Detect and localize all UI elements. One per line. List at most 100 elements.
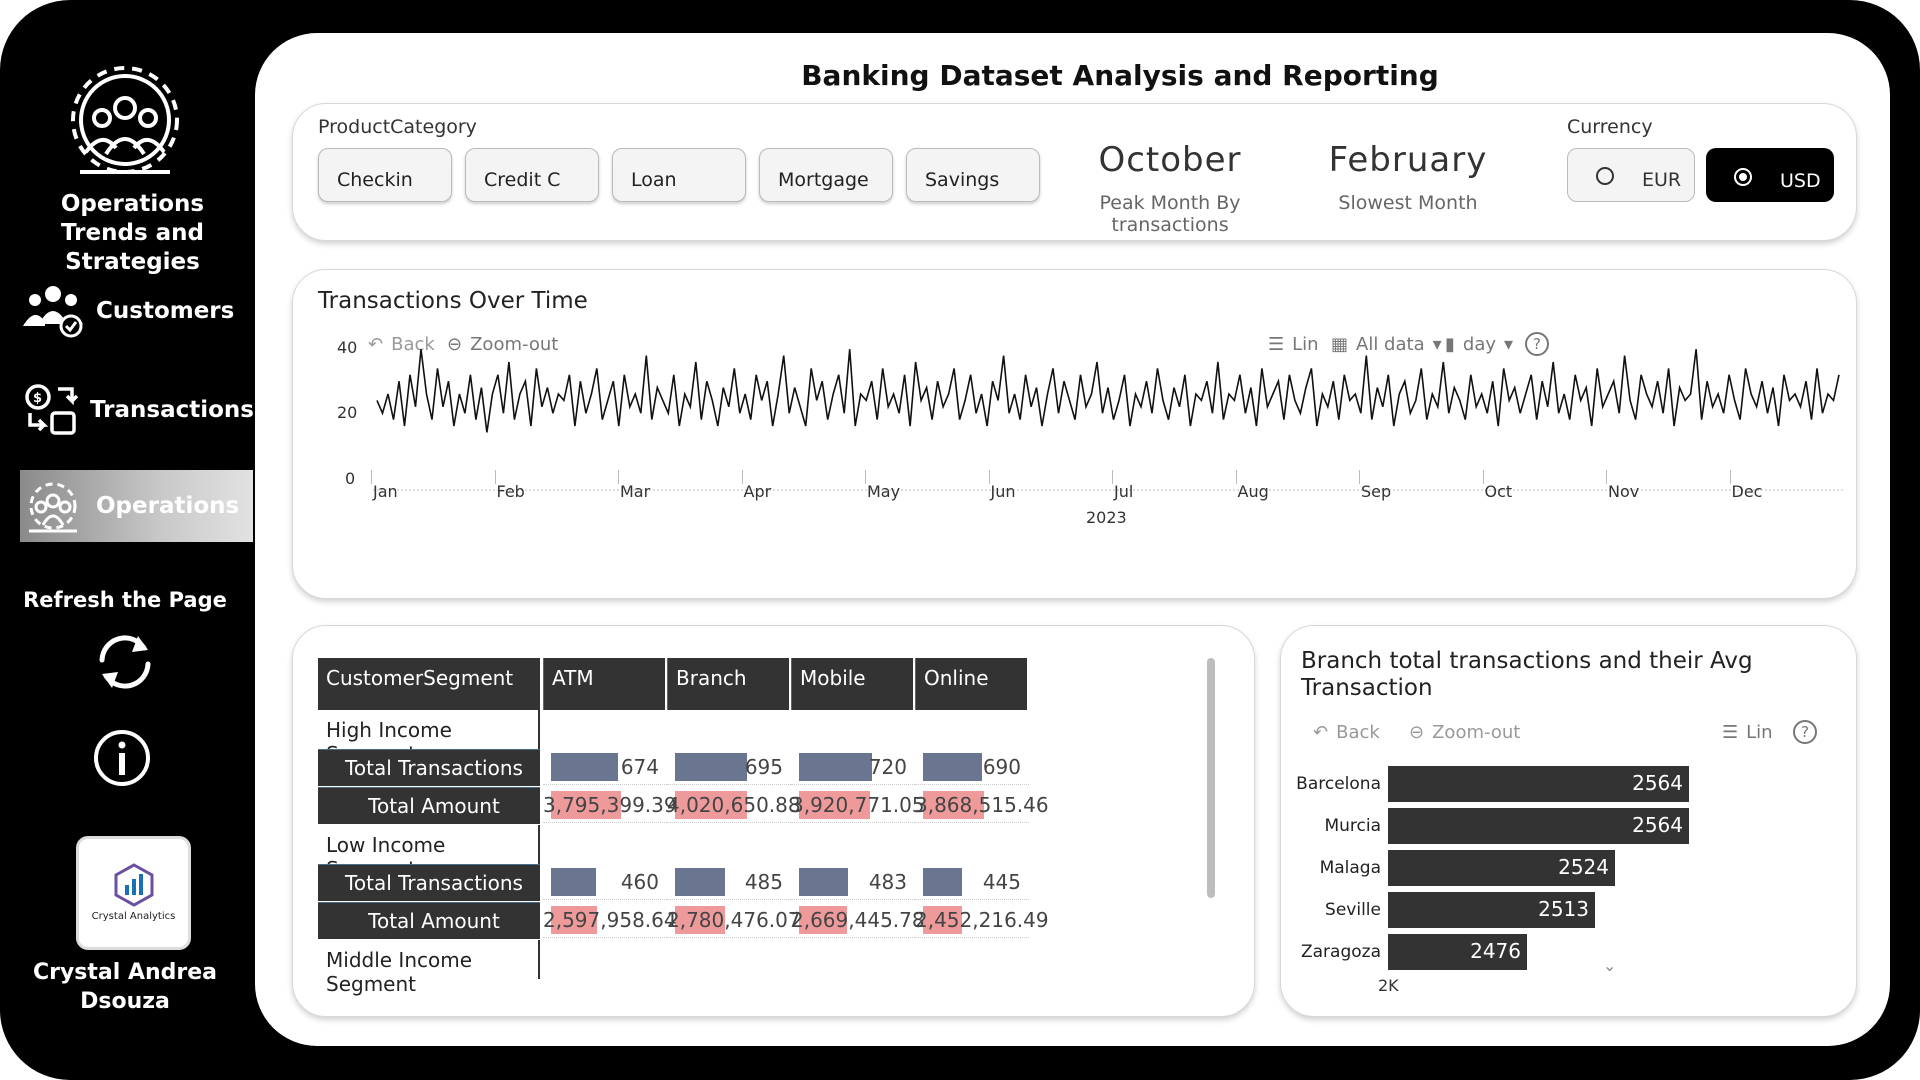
x-tick-label: Jul bbox=[1114, 482, 1134, 501]
nav-operations[interactable]: Operations bbox=[20, 470, 253, 542]
matrix-cell[interactable]: 4,020,650.88 bbox=[667, 787, 801, 823]
matrix-cell[interactable]: 674 bbox=[543, 749, 667, 785]
x-tick-mark bbox=[1729, 470, 1731, 484]
info-icon[interactable] bbox=[92, 728, 152, 788]
x-tick-mark bbox=[865, 470, 866, 484]
currency-label: Currency bbox=[1567, 116, 1653, 138]
currency-usd-option[interactable]: USD bbox=[1706, 148, 1834, 202]
svg-text:$: $ bbox=[33, 391, 42, 406]
x-tick-mark bbox=[494, 470, 496, 484]
product-pill-credit-card[interactable]: Credit C bbox=[465, 148, 599, 202]
x-tick-label: May bbox=[867, 482, 901, 501]
branch-card: Branch total transactions and their Avg … bbox=[1280, 625, 1857, 1017]
x-tick-mark bbox=[1606, 470, 1607, 484]
matrix-cell[interactable]: 3,795,399.39 bbox=[543, 787, 677, 823]
matrix-cell[interactable]: 2,597,958.64 bbox=[543, 902, 677, 938]
customers-icon bbox=[22, 283, 84, 339]
matrix-cell-value: 3,795,399.39 bbox=[543, 793, 677, 817]
branch-back-button[interactable]: ↶ Back bbox=[1313, 722, 1380, 743]
product-pill-mortgage[interactable]: Mortgage bbox=[759, 148, 893, 202]
back-arrow-icon: ↶ bbox=[368, 334, 384, 355]
transactions-series-line[interactable] bbox=[376, 349, 1840, 433]
x-tick-label: Apr bbox=[743, 482, 772, 501]
x-tick-mark bbox=[618, 470, 619, 484]
product-pill-loan[interactable]: Loan bbox=[612, 148, 746, 202]
matrix-cell[interactable]: 445 bbox=[915, 864, 1029, 900]
product-pill-checkin[interactable]: Checkin bbox=[318, 148, 452, 202]
branch-category-label: Barcelona bbox=[1296, 774, 1381, 794]
granularity-dropdown[interactable]: ▮ day ▾ bbox=[1445, 334, 1514, 355]
help-icon[interactable]: ? bbox=[1793, 720, 1817, 744]
branch-bar[interactable]: 2564 bbox=[1388, 808, 1689, 844]
x-tick-mark bbox=[741, 470, 743, 484]
matrix-row-header: Total Amount bbox=[318, 902, 540, 939]
list-icon: ☰ bbox=[1268, 334, 1285, 355]
filter-card: ProductCategory Checkin Credit C Loan Mo… bbox=[292, 103, 1857, 241]
matrix-column-header[interactable]: ATM bbox=[543, 658, 665, 710]
x-tick-mark bbox=[1235, 470, 1237, 484]
matrix-cell[interactable]: 2,452,216.49 bbox=[915, 902, 1049, 938]
amount-databar bbox=[675, 906, 725, 934]
amount-databar bbox=[675, 791, 747, 819]
amount-databar bbox=[923, 906, 962, 934]
branch-bar[interactable]: 2476 bbox=[1388, 934, 1527, 970]
currency-eur-option[interactable]: EUR bbox=[1567, 148, 1695, 202]
bar-chart-icon: ▮ bbox=[1445, 334, 1455, 355]
matrix-cell[interactable]: 3,868,515.46 bbox=[915, 787, 1049, 823]
radio-unselected-icon bbox=[1596, 167, 1614, 185]
matrix-scrollbar[interactable] bbox=[1207, 658, 1215, 898]
matrix-cell-value: 2,780,476.07 bbox=[667, 908, 801, 932]
matrix-segment-header[interactable]: High Income Segment bbox=[318, 710, 540, 766]
matrix-cell[interactable]: 483 bbox=[791, 864, 915, 900]
matrix-cell[interactable]: 460 bbox=[543, 864, 667, 900]
drill-back-button[interactable]: ↶ Back bbox=[368, 334, 435, 355]
amount-databar bbox=[799, 791, 870, 819]
zoom-out-button[interactable]: ⊖ Zoom-out bbox=[447, 334, 559, 355]
matrix-cell[interactable]: 2,669,445.78 bbox=[791, 902, 925, 938]
matrix-cell-value: 3,868,515.46 bbox=[915, 793, 1049, 817]
chevron-down-icon: ▾ bbox=[1432, 334, 1442, 355]
line-chart-plot[interactable] bbox=[373, 342, 1843, 492]
branch-bar[interactable]: 2564 bbox=[1388, 766, 1689, 802]
nav-transactions-label: Transactions bbox=[90, 397, 254, 423]
x-tick-mark bbox=[988, 470, 990, 484]
matrix-column-header[interactable]: Mobile bbox=[791, 658, 913, 710]
scale-lin-button[interactable]: ☰ Lin bbox=[1268, 334, 1319, 355]
transactions-databar bbox=[923, 753, 982, 781]
matrix-cell[interactable]: 720 bbox=[791, 749, 915, 785]
x-tick-label: Oct bbox=[1484, 482, 1513, 501]
transactions-databar bbox=[799, 868, 848, 896]
matrix-cell[interactable]: 695 bbox=[667, 749, 791, 785]
branch-zoom-out-button[interactable]: ⊖ Zoom-out bbox=[1409, 722, 1521, 743]
matrix-cell-value: 445 bbox=[982, 870, 1021, 894]
nav-transactions[interactable]: $ Transactions bbox=[20, 374, 254, 446]
product-category-label: ProductCategory bbox=[318, 116, 477, 138]
matrix-cell-value: 2,597,958.64 bbox=[543, 908, 677, 932]
help-icon[interactable]: ? bbox=[1525, 332, 1549, 356]
nav-customers[interactable]: Customers bbox=[20, 275, 253, 347]
all-data-dropdown[interactable]: ▦ All data ▾ bbox=[1331, 334, 1442, 355]
matrix-cell[interactable]: 3,920,771.05 bbox=[791, 787, 925, 823]
matrix-cell-value: 483 bbox=[868, 870, 907, 894]
branch-chart-title: Branch total transactions and their Avg … bbox=[1301, 648, 1753, 701]
matrix-column-header[interactable]: Branch bbox=[667, 658, 789, 710]
matrix-cell[interactable]: 690 bbox=[915, 749, 1029, 785]
branch-scale-lin-button[interactable]: ☰ Lin bbox=[1722, 722, 1773, 743]
matrix-cell[interactable]: 2,780,476.07 bbox=[667, 902, 801, 938]
matrix-segment-header[interactable]: Low Income Segment bbox=[318, 825, 540, 881]
matrix-segment-header[interactable]: Middle Income Segment bbox=[318, 940, 540, 996]
matrix-row-header: Total Transactions bbox=[318, 864, 540, 901]
scroll-down-chevron-icon[interactable]: ⌄ bbox=[1603, 956, 1617, 975]
x-tick-label: Dec bbox=[1731, 482, 1763, 501]
refresh-icon[interactable] bbox=[90, 630, 160, 694]
line-chart-title: Transactions Over Time bbox=[318, 288, 588, 314]
matrix-column-header[interactable]: Online bbox=[915, 658, 1027, 710]
matrix-column-header[interactable]: CustomerSegment bbox=[318, 658, 540, 710]
branch-bar[interactable]: 2513 bbox=[1388, 892, 1595, 928]
branch-bar[interactable]: 2524 bbox=[1388, 850, 1615, 886]
x-tick-mark bbox=[1482, 470, 1484, 484]
matrix-cell[interactable]: 485 bbox=[667, 864, 791, 900]
product-pill-savings[interactable]: Savings bbox=[906, 148, 1040, 202]
x-tick-label: Sep bbox=[1361, 482, 1392, 501]
